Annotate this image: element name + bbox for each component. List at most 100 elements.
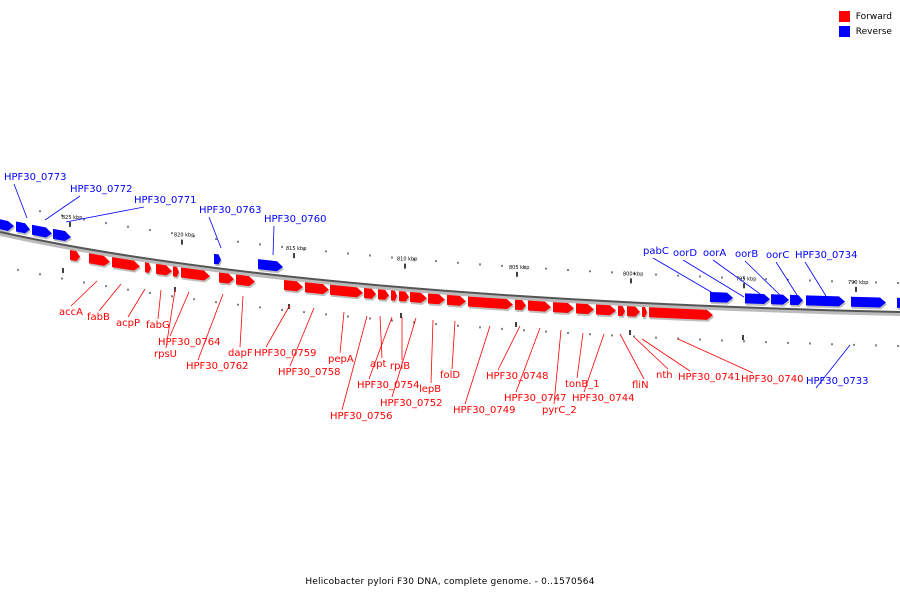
gene-label-acpp: acpP: [116, 318, 140, 329]
label-connector: [265, 304, 291, 348]
label-connector: [553, 329, 562, 405]
label-connector: [70, 280, 98, 307]
gene-label-hpf30-0759: HPF30_0759: [254, 348, 316, 359]
label-connector: [677, 338, 754, 374]
legend-label-forward: Forward: [855, 11, 892, 22]
gene-label-dapf: dapF: [228, 348, 253, 359]
reverse-gene-arrow: [806, 295, 845, 307]
reverse-gene-arrow: [897, 297, 900, 308]
label-connector-layer: [13, 183, 851, 411]
gene-label-nth: nth: [656, 370, 673, 381]
gene-label-hpf30-0749: HPF30_0749: [453, 405, 515, 416]
forward-gene-arrow: [378, 289, 389, 300]
gene-label-pyrc-2: pyrC_2: [542, 405, 577, 416]
label-connector: [464, 325, 491, 405]
label-connector: [652, 257, 719, 297]
label-connector: [208, 216, 222, 249]
gene-label-oora: oorA: [703, 248, 726, 259]
reverse-gene-arrow: [32, 224, 52, 238]
label-connector: [712, 259, 764, 297]
label-connector: [744, 260, 782, 297]
tick-label: 800 kbp: [623, 271, 643, 277]
forward-gene-arrow: [156, 263, 172, 276]
gene-label-apt: apt: [370, 359, 386, 370]
gene-label-hpf30-0747: HPF30_0747: [504, 393, 566, 404]
gene-label-fabb: fabB: [87, 312, 110, 323]
gene-label-hpf30-0754: HPF30_0754: [357, 380, 419, 391]
label-connector: [197, 293, 224, 361]
gene-label-pabc: pabC: [643, 246, 669, 257]
gene-label-oord: oorD: [673, 248, 697, 259]
forward-gene-arrow: [410, 291, 427, 303]
forward-gene-arrow: [627, 306, 640, 317]
label-connector: [583, 333, 605, 393]
forward-gene-arrow: [528, 300, 551, 312]
legend-item-forward: Forward: [838, 9, 892, 24]
tick-label: 790 kbp: [848, 280, 868, 286]
gene-label-tonb-1: tonB_1: [565, 379, 600, 390]
gene-label-pepa: pepA: [328, 354, 354, 365]
genome-caption: Helicobacter pylori F30 DNA, complete ge…: [305, 577, 595, 587]
forward-gene-arrow: [642, 306, 647, 318]
gene-label-hpf30-0748: HPF30_0748: [486, 371, 548, 382]
gene-label-rpsu: rpsU: [154, 349, 177, 360]
gene-label-flin: fliN: [632, 380, 649, 391]
forward-gene-arrow: [468, 296, 513, 310]
forward-gene-arrow: [145, 262, 151, 273]
label-connector: [157, 289, 162, 320]
label-connector: [804, 261, 827, 297]
label-connector: [13, 183, 28, 219]
reverse-gene-arrow: [790, 294, 803, 306]
reverse-gene-arrow: [710, 291, 733, 303]
label-connector: [289, 307, 315, 367]
gene-label-hpf30-0773: HPF30_0773: [4, 172, 66, 183]
forward-gene-arrow: [428, 293, 445, 305]
gene-label-hpf30-0758: HPF30_0758: [278, 367, 340, 378]
gene-label-fabg: fabG: [146, 320, 170, 331]
label-connector: [44, 195, 81, 221]
label-connector: [379, 315, 383, 359]
label-connector: [391, 317, 417, 398]
reverse-gene-arrow: [745, 293, 770, 305]
label-connector: [339, 311, 345, 354]
tick-label: 805 kbp: [509, 265, 529, 271]
tick-label: 820 kbp: [174, 233, 194, 239]
gene-label-hpf30-0734: HPF30_0734: [795, 250, 857, 261]
legend: Forward Reverse: [838, 9, 892, 39]
reverse-gene-arrow: [258, 259, 283, 272]
forward-gene-arrow: [649, 307, 713, 320]
reverse-gene-arrow: [771, 294, 789, 305]
reverse-gene-arrow: [0, 219, 14, 232]
tick-label: 825 kbp: [62, 215, 82, 221]
gene-label-hpf30-0756: HPF30_0756: [330, 411, 392, 422]
reverse-gene-arrow: [53, 228, 71, 242]
gene-label-hpf30-0763: HPF30_0763: [199, 205, 261, 216]
legend-item-reverse: Reverse: [838, 24, 892, 39]
label-connector: [775, 261, 798, 296]
label-connector: [619, 333, 645, 380]
forward-gene-arrow: [553, 302, 574, 313]
label-connector: [165, 289, 176, 349]
forward-gene-arrow: [89, 253, 110, 266]
gene-label-hpf30-0772: HPF30_0772: [70, 184, 132, 195]
gene-label-rpib: rpiB: [390, 361, 410, 372]
reverse-gene-arrow: [16, 221, 30, 234]
legend-label-reverse: Reverse: [855, 26, 892, 37]
tick-label: 795 kbp: [736, 276, 756, 282]
gene-label-acca: accA: [59, 307, 83, 318]
forward-gene-arrow: [391, 290, 397, 301]
label-connector: [815, 344, 851, 389]
forward-gene-arrow: [219, 272, 234, 284]
forward-gene-arrow: [515, 299, 526, 311]
forward-gene-arrow: [70, 249, 80, 262]
forward-gene-arrow: [305, 282, 329, 295]
forward-gene-arrow: [181, 267, 210, 281]
forward-gene-arrow: [330, 284, 363, 298]
label-connector: [368, 316, 393, 380]
gene-label-hpf30-0744: HPF30_0744: [572, 393, 634, 404]
gene-layer: [0, 219, 900, 322]
gene-label-hpf30-0762: HPF30_0762: [186, 361, 248, 372]
label-connector: [430, 319, 434, 384]
